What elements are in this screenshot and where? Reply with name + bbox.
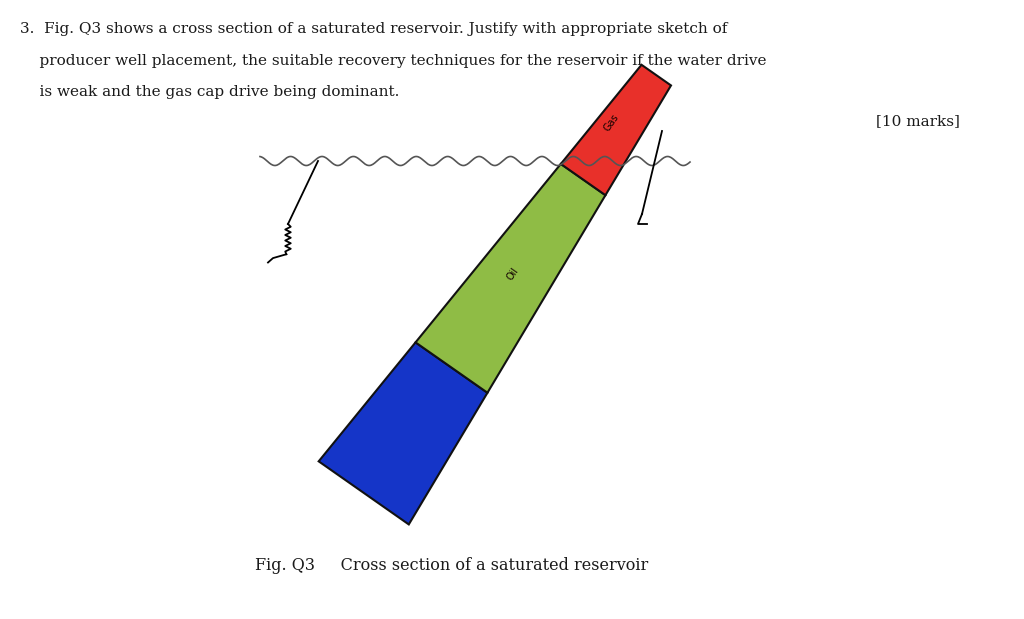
Text: Fig. Q3     Cross section of a saturated reservoir: Fig. Q3 Cross section of a saturated res… bbox=[255, 557, 648, 574]
Text: producer well placement, the suitable recovery techniques for the reservoir if t: producer well placement, the suitable re… bbox=[20, 53, 767, 67]
Text: [10 marks]: [10 marks] bbox=[877, 114, 961, 128]
Polygon shape bbox=[318, 342, 487, 524]
Text: 3.  Fig. Q3 shows a cross section of a saturated reservoir. Justify with appropr: 3. Fig. Q3 shows a cross section of a sa… bbox=[20, 22, 727, 36]
Polygon shape bbox=[416, 164, 605, 392]
Text: Oil: Oil bbox=[505, 266, 520, 282]
Text: Gas: Gas bbox=[602, 112, 622, 133]
Polygon shape bbox=[561, 65, 671, 195]
Text: is weak and the gas cap drive being dominant.: is weak and the gas cap drive being domi… bbox=[20, 85, 399, 99]
